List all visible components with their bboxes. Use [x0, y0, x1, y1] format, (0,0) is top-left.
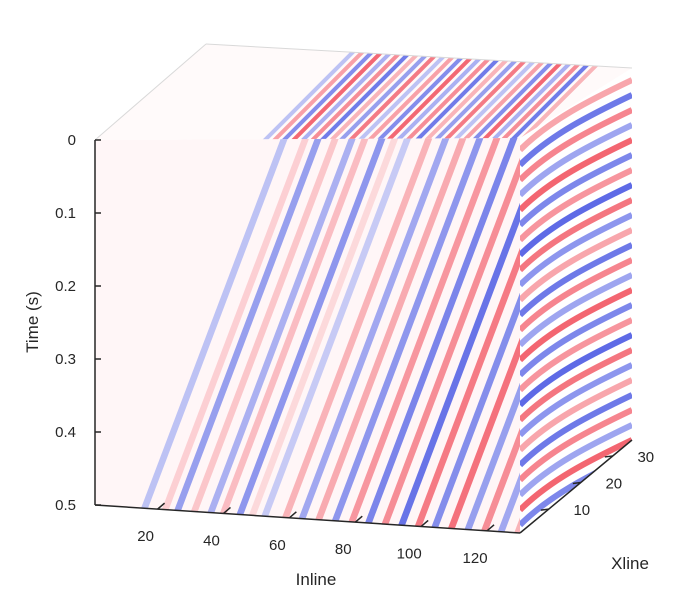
side-reflector-17: [520, 332, 632, 408]
top-streak-4: [291, 44, 405, 140]
xline-ticks: 10 20 30: [540, 449, 654, 519]
inline-tick-label: 60: [269, 537, 286, 554]
front-reflector-12: [324, 138, 487, 533]
top-streak-1: [263, 44, 376, 140]
top-streak-3: [282, 44, 395, 140]
inline-ticks: 20 40 60 80 100 120: [137, 502, 495, 567]
frame-top-left-edge: [94, 43, 207, 141]
xline-tick-mark: [604, 455, 613, 458]
side-reflector-16: [520, 317, 632, 393]
top-streak-0: [253, 44, 367, 140]
front-reflector-8: [252, 138, 415, 533]
front-reflector-11: [307, 138, 470, 533]
front-reflector-13: [341, 138, 504, 533]
inline-tick-label: 120: [463, 550, 488, 567]
side-reflector-7: [520, 182, 632, 258]
time-axis-title: Time (s): [23, 291, 42, 353]
front-reflector-5: [209, 138, 372, 533]
time-tick-label: 0.3: [55, 351, 76, 368]
frame-top-back-edge: [205, 43, 633, 69]
time-tick-label: 0.2: [55, 278, 76, 295]
time-ticks: 0 0.1 0.2 0.3 0.4 0.5: [55, 132, 101, 514]
time-tick-label: 0.1: [55, 205, 76, 222]
front-reflector-15: [375, 138, 520, 533]
side-reflector-24: [520, 437, 632, 513]
side-reflector-10: [520, 227, 632, 303]
side-reflector-15: [520, 302, 632, 378]
top-streak-5: [301, 44, 414, 140]
xline-axis-line: [519, 439, 633, 534]
xline-axis-title: Xline: [611, 554, 649, 573]
inline-tick-mark: [354, 515, 363, 523]
side-reflector-20: [520, 377, 632, 453]
top-streak-10: [348, 44, 462, 140]
inline-tick-mark: [157, 502, 166, 510]
front-reflector-9: [273, 138, 436, 533]
front-reflector-7: [239, 138, 402, 533]
side-reflector-9: [520, 212, 632, 288]
side-reflector-19: [520, 362, 632, 438]
cube-frame: [94, 43, 633, 141]
inline-tick-label: 100: [397, 545, 422, 562]
front-reflector-21: [477, 138, 520, 533]
top-streak-6: [310, 44, 424, 140]
top-streak-11: [358, 44, 471, 140]
side-reflector-21: [520, 392, 632, 468]
front-reflector-6: [226, 138, 389, 533]
side-reflector-14: [520, 287, 632, 363]
side-reflector-3: [520, 122, 632, 198]
time-tick-label: 0.4: [55, 424, 76, 441]
side-reflector-11: [520, 242, 632, 318]
inline-axis-line: [94, 504, 521, 534]
side-reflector-2: [520, 107, 632, 183]
axes: [94, 140, 633, 534]
side-reflector-1: [520, 92, 632, 168]
side-reflector-18: [520, 347, 632, 423]
front-reflector-18: [426, 138, 520, 533]
front-reflector-19: [443, 138, 520, 533]
front-reflector-20: [460, 138, 520, 533]
inline-tick-label: 40: [203, 532, 220, 549]
inline-tick-mark: [486, 524, 495, 532]
inline-tick-mark: [223, 506, 231, 515]
side-reflector-13: [520, 272, 632, 348]
side-reflector-4: [520, 137, 632, 213]
front-reflector-16: [392, 138, 520, 533]
front-reflector-17: [409, 138, 520, 533]
xline-tick-mark: [572, 481, 581, 485]
front-reflector-4: [197, 138, 359, 533]
inline-tick-label: 80: [335, 541, 352, 558]
side-reflector-6: [520, 167, 632, 243]
xline-tick-mark: [540, 508, 549, 511]
inline-tick-label: 20: [137, 528, 154, 545]
top-streak-8: [329, 44, 443, 140]
inline-tick-mark: [420, 519, 429, 528]
front-reflector-3: [180, 138, 342, 533]
top-streak-2: [272, 44, 386, 140]
inline-tick-mark: [288, 511, 297, 519]
time-tick-label: 0: [68, 132, 76, 149]
side-reflector-12: [520, 257, 632, 333]
front-face-section: [95, 138, 520, 533]
inline-axis-title: Inline: [296, 570, 337, 589]
side-reflector-0: [520, 77, 632, 153]
top-streak-9: [339, 44, 452, 140]
time-tick-label: 0.5: [55, 497, 76, 514]
side-face-section: [520, 68, 632, 533]
xline-tick-label: 20: [605, 476, 622, 493]
front-reflector-1: [150, 138, 313, 533]
top-streak-7: [320, 44, 433, 140]
side-reflector-5: [520, 152, 632, 228]
front-reflector-0: [129, 138, 291, 533]
front-reflector-2: [163, 138, 325, 533]
xline-tick-label: 10: [573, 502, 590, 519]
side-reflector-23: [520, 422, 632, 498]
front-reflector-10: [290, 138, 453, 533]
xline-tick-label: 30: [637, 449, 654, 466]
side-reflector-22: [520, 407, 632, 483]
front-reflector-14: [358, 138, 520, 533]
side-reflector-8: [520, 197, 632, 273]
